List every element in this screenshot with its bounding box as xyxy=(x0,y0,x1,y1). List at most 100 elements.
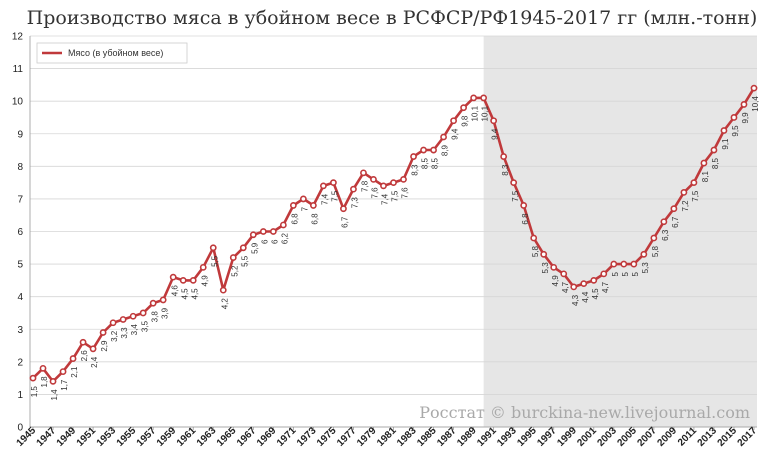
data-label: 7,4 xyxy=(381,193,390,205)
data-point xyxy=(79,338,87,346)
data-point xyxy=(480,94,488,102)
data-point xyxy=(289,202,297,209)
data-point xyxy=(229,254,237,261)
data-point xyxy=(680,188,688,196)
data-points xyxy=(29,84,758,385)
x-tick-label: 1975 xyxy=(315,425,339,449)
x-tick-label: 2007 xyxy=(635,425,659,449)
data-point xyxy=(239,244,247,252)
data-point xyxy=(350,185,357,193)
data-point xyxy=(580,280,588,288)
x-tick-label: 2009 xyxy=(655,425,679,449)
data-point xyxy=(650,234,658,242)
data-label: 3,5 xyxy=(140,320,149,332)
data-label: 7,4 xyxy=(321,193,330,205)
data-point xyxy=(269,228,277,235)
data-point xyxy=(89,345,97,353)
data-label: 9,1 xyxy=(721,138,730,150)
x-tick-label: 2015 xyxy=(716,425,740,449)
data-label: 8,9 xyxy=(441,144,450,156)
data-point xyxy=(179,276,187,284)
data-label: 9,4 xyxy=(451,128,460,140)
data-point xyxy=(440,133,447,141)
x-tick-label: 1965 xyxy=(215,425,239,449)
data-label: 9,5 xyxy=(731,125,740,137)
data-point xyxy=(49,377,57,385)
x-tick-label: 1967 xyxy=(235,425,259,449)
data-label: 6 xyxy=(270,239,279,244)
data-point xyxy=(570,283,578,291)
data-label: 1,7 xyxy=(60,379,69,391)
data-label: 4,5 xyxy=(180,288,189,300)
y-tick-label: 12 xyxy=(12,32,24,43)
data-point xyxy=(99,329,107,336)
data-label: 4,5 xyxy=(190,288,199,300)
x-tick-label: 1959 xyxy=(155,425,179,449)
data-point xyxy=(620,260,628,268)
data-point xyxy=(199,263,207,271)
x-tick-label: 1973 xyxy=(295,425,319,449)
data-point xyxy=(29,374,37,382)
y-tick-label: 11 xyxy=(13,64,24,75)
y-tick-label: 8 xyxy=(17,162,23,173)
data-label: 7,5 xyxy=(691,190,700,202)
data-point xyxy=(740,101,748,108)
data-label: 6 xyxy=(260,239,269,244)
x-tick-label: 2017 xyxy=(736,425,760,449)
data-point xyxy=(59,368,67,376)
data-point xyxy=(460,104,467,112)
data-label: 5 xyxy=(621,272,630,277)
data-label: 8,3 xyxy=(501,164,510,176)
x-tick-label: 1989 xyxy=(455,425,479,449)
data-label: 3,9 xyxy=(160,307,169,319)
data-label: 4,9 xyxy=(200,275,209,287)
data-point xyxy=(750,84,758,92)
data-point xyxy=(400,175,407,183)
data-point xyxy=(450,117,457,125)
data-label: 10,1 xyxy=(471,105,480,121)
data-point xyxy=(720,127,728,134)
data-point xyxy=(129,312,137,320)
data-label: 5 xyxy=(611,272,620,277)
data-label: 7,3 xyxy=(351,197,360,209)
data-label: 5,9 xyxy=(250,242,259,254)
data-label: 3,8 xyxy=(150,311,159,323)
data-label: 2,1 xyxy=(70,366,79,378)
data-label: 7,2 xyxy=(681,200,690,212)
data-point xyxy=(500,153,508,160)
x-tick-label: 1977 xyxy=(335,425,359,449)
data-point xyxy=(690,179,698,187)
data-label: 9,9 xyxy=(741,112,750,124)
data-label: 7 xyxy=(300,206,309,211)
data-point xyxy=(490,117,498,125)
data-labels: 1,51,81,41,72,12,62,42,93,2 3,3 3,4 3,53,8 3… xyxy=(30,96,760,401)
data-label: 6,7 xyxy=(341,216,350,228)
data-point xyxy=(159,296,167,304)
data-point xyxy=(630,260,638,268)
grid xyxy=(30,35,757,428)
x-tick-label: 1957 xyxy=(135,425,159,449)
legend: Мясо (в убойном весе) xyxy=(36,42,188,64)
data-point xyxy=(189,276,197,284)
y-tick-label: 0 xyxy=(17,423,23,434)
x-tick-label: 1947 xyxy=(35,425,59,449)
data-point xyxy=(640,250,648,258)
data-point xyxy=(560,270,568,278)
y-tick-label: 3 xyxy=(17,325,23,336)
data-point xyxy=(219,286,227,294)
data-label: 1,8 xyxy=(40,376,49,388)
x-tick-label: 2001 xyxy=(575,425,599,449)
data-label: 3,4 xyxy=(130,324,139,336)
data-point xyxy=(660,218,668,226)
data-label: 8,5 xyxy=(431,157,440,169)
data-point xyxy=(610,260,618,268)
data-label: 4,3 xyxy=(571,294,580,306)
data-label: 6,2 xyxy=(280,232,289,244)
data-label: 5,3 xyxy=(541,262,550,274)
y-tick-label: 6 xyxy=(17,227,23,238)
y-tick-label: 4 xyxy=(17,292,23,303)
y-tick-label: 10 xyxy=(12,97,24,108)
data-point xyxy=(299,195,307,203)
data-label: 4,9 xyxy=(551,275,560,287)
